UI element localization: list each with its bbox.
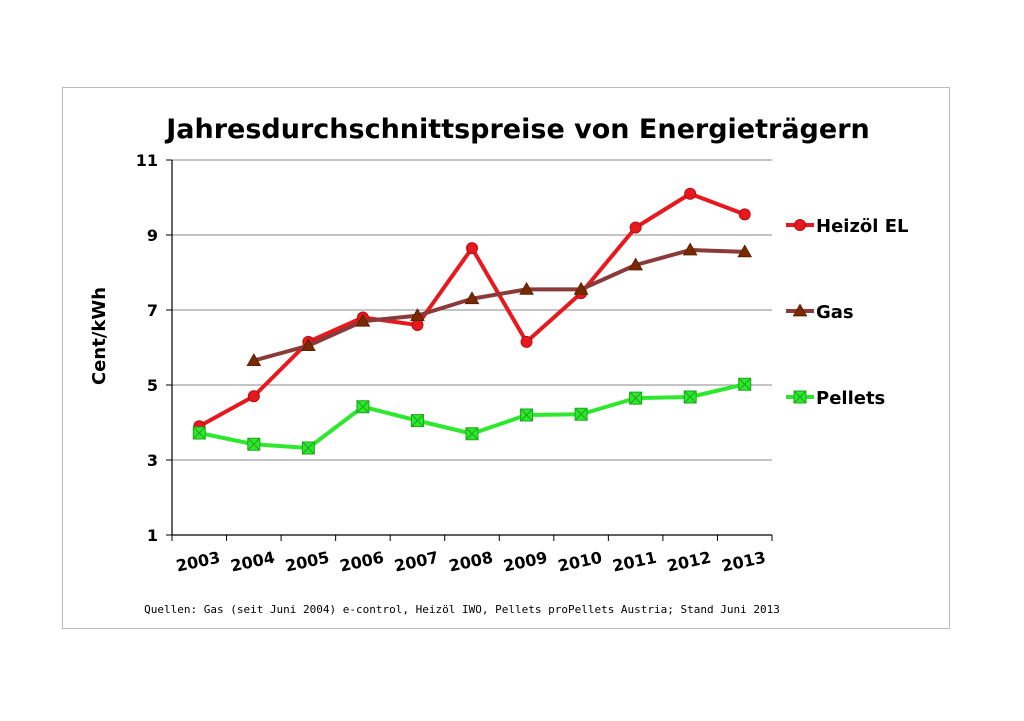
data-point (684, 187, 697, 200)
data-point (247, 437, 261, 451)
data-point (794, 219, 806, 231)
data-point (355, 313, 371, 327)
legend-label: Gas (816, 302, 854, 323)
data-point (738, 377, 752, 391)
data-point (574, 407, 588, 421)
x-tick-label: 2004 (229, 548, 277, 576)
data-point-cross (192, 426, 206, 440)
chart-title: Jahresdurchschnittspreise von Energieträ… (164, 114, 870, 145)
data-point (738, 208, 751, 221)
data-point (683, 390, 697, 404)
data-point-cross (302, 441, 315, 455)
data-point (356, 400, 370, 414)
data-point-cross (683, 390, 697, 404)
data-point (411, 319, 424, 331)
y-tick-label: 5 (147, 376, 158, 395)
data-point (520, 408, 534, 422)
x-tick-label: 2009 (502, 548, 550, 576)
y-tick-label: 9 (147, 226, 158, 245)
data-point (629, 221, 642, 234)
legend-label: Pellets (816, 388, 885, 409)
data-point (466, 242, 478, 255)
chart-frame (62, 87, 950, 629)
legend: Heizöl EL Gas Pellets (786, 216, 909, 409)
series-1 (246, 242, 753, 366)
x-tick-label: 2005 (283, 548, 331, 576)
legend-label: Heizöl EL (816, 216, 909, 237)
data-point (301, 441, 315, 455)
y-tick-label: 1 (147, 526, 158, 545)
data-point-cross (356, 400, 370, 414)
x-tick-label: 2012 (665, 548, 713, 576)
data-point (792, 303, 808, 317)
data-point (247, 390, 260, 403)
y-tick-label: 7 (147, 301, 158, 320)
data-point-cross (629, 391, 642, 405)
series-line (253, 248, 745, 363)
x-tick-label: 2008 (447, 548, 495, 576)
data-point (301, 338, 316, 351)
series-lines (192, 187, 753, 455)
x-tick-label: 2003 (174, 548, 222, 576)
data-point-cross (411, 414, 424, 427)
data-point (682, 242, 698, 256)
data-point-cross (574, 407, 588, 421)
data-point-cross (520, 408, 533, 422)
legend-item: Heizöl EL (786, 216, 909, 237)
data-point (629, 391, 643, 405)
legend-item: Gas (786, 302, 854, 323)
source-note: Quellen: Gas (seit Juni 2004) e-control,… (144, 603, 780, 616)
data-point (410, 308, 425, 321)
data-point (246, 353, 262, 366)
legend-item: Pellets (786, 388, 885, 409)
y-tick-label: 3 (147, 451, 158, 470)
y-tick-label: 11 (136, 151, 158, 170)
data-point (410, 414, 424, 428)
series-2 (192, 377, 752, 455)
data-point (573, 281, 589, 295)
y-axis-label: Cent/kWh (89, 287, 110, 385)
data-point (465, 427, 479, 441)
x-tick-label: 2007 (393, 548, 441, 576)
x-tick-label: 2011 (611, 548, 659, 576)
data-point (793, 390, 807, 404)
data-point-cross (793, 390, 807, 404)
x-tick-label: 2006 (338, 548, 386, 576)
x-tick-label: 2013 (720, 548, 768, 576)
data-point (192, 426, 206, 440)
data-point (464, 291, 480, 305)
x-tick-label: 2010 (556, 548, 604, 576)
data-point (737, 244, 753, 258)
data-point-cross (738, 377, 752, 391)
data-point (519, 281, 534, 295)
data-point-cross (247, 437, 261, 451)
gridlines (172, 159, 772, 536)
data-point (520, 335, 533, 348)
data-point (628, 257, 643, 271)
data-point-cross (465, 427, 479, 441)
